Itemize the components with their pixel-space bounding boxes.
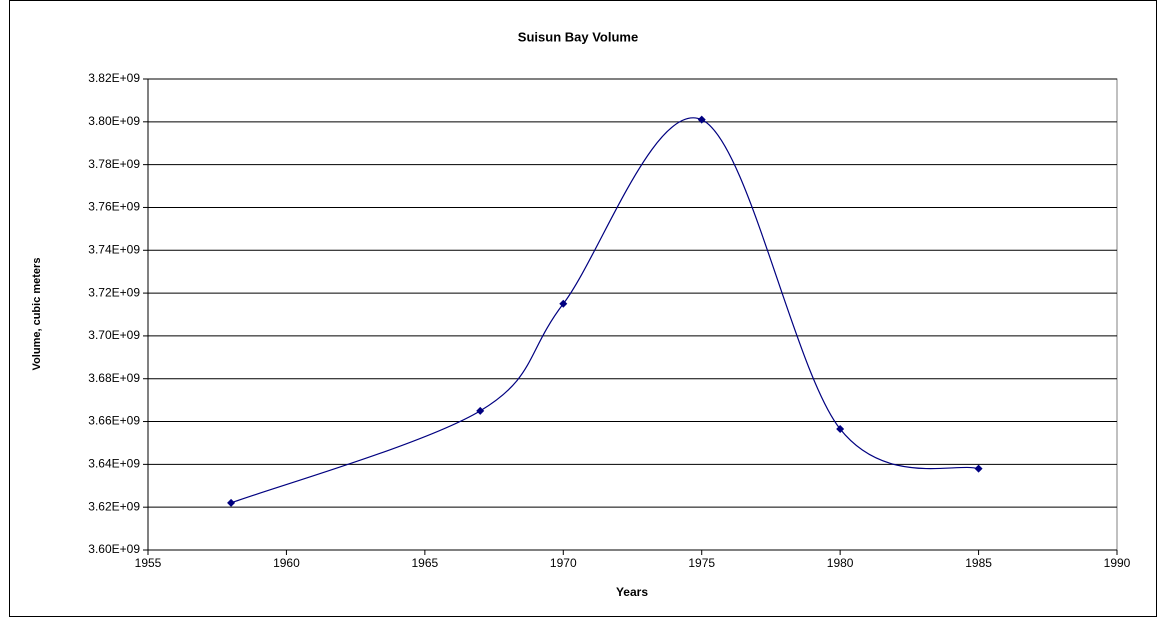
- x-tick-label: 1965: [412, 556, 439, 570]
- x-tick-label: 1980: [827, 556, 854, 570]
- chart-title: Suisun Bay Volume: [518, 29, 638, 44]
- data-point: [974, 464, 983, 473]
- x-tick-label: 1975: [688, 556, 715, 570]
- data-point: [836, 425, 845, 434]
- y-tick-label: 3.68E+09: [88, 371, 140, 385]
- y-axis-label: Volume, cubic meters: [31, 258, 43, 371]
- x-tick-label: 1960: [273, 556, 300, 570]
- plot-area: [147, 78, 1118, 551]
- x-tick-label: 1985: [965, 556, 992, 570]
- y-tick-label: 3.76E+09: [88, 200, 140, 214]
- data-point: [697, 115, 706, 124]
- data-point: [476, 406, 485, 415]
- x-tick-label: 1970: [550, 556, 577, 570]
- data-point: [559, 299, 568, 308]
- y-tick-label: 3.72E+09: [88, 285, 140, 299]
- y-tick-label: 3.70E+09: [88, 328, 140, 342]
- y-tick-label: 3.64E+09: [88, 457, 140, 471]
- y-tick-label: 3.82E+09: [88, 71, 140, 85]
- y-tick-label: 3.60E+09: [88, 542, 140, 556]
- y-tick-label: 3.78E+09: [88, 157, 140, 171]
- y-tick-label: 3.80E+09: [88, 114, 140, 128]
- data-point: [227, 498, 236, 507]
- y-tick-label: 3.66E+09: [88, 414, 140, 428]
- x-tick-label: 1990: [1104, 556, 1131, 570]
- x-axis-label: Years: [616, 585, 648, 599]
- y-tick-label: 3.62E+09: [88, 499, 140, 513]
- y-tick-label: 3.74E+09: [88, 242, 140, 256]
- x-tick-label: 1955: [135, 556, 162, 570]
